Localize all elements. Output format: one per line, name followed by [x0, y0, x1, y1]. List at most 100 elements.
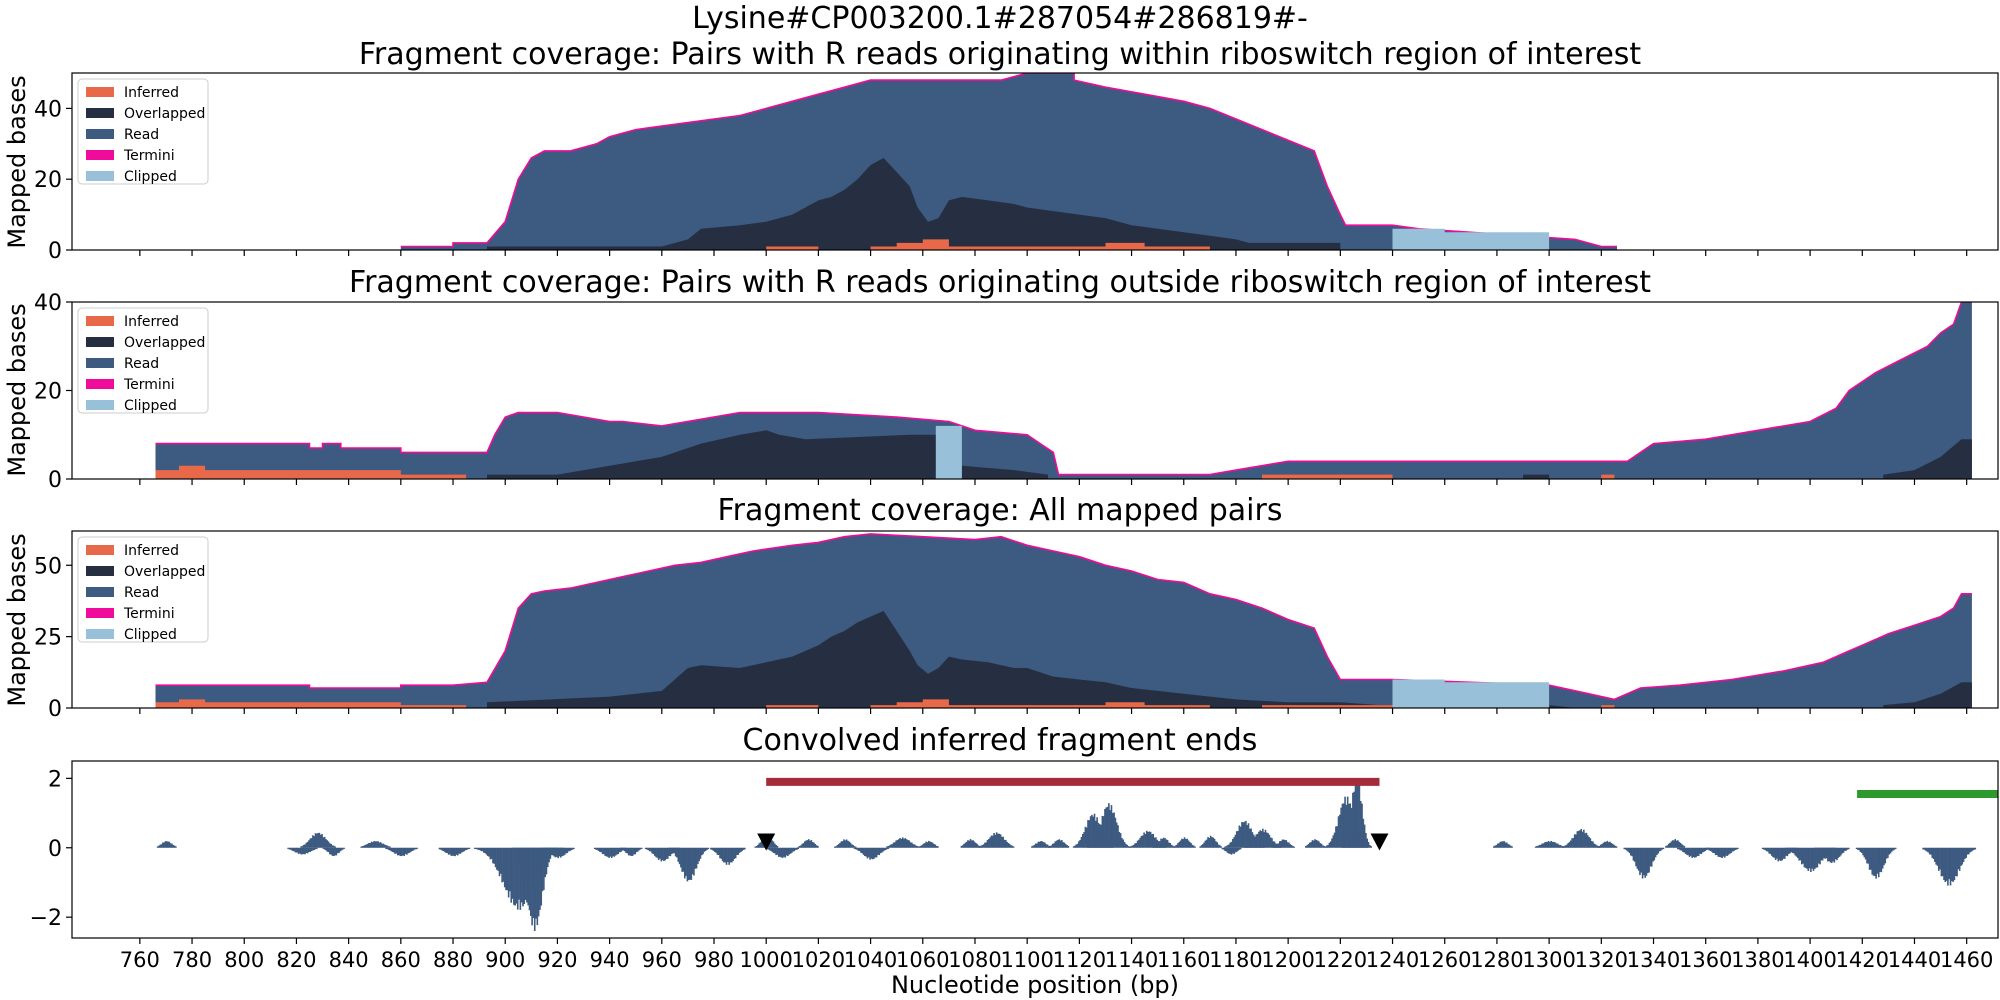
conv-bar [618, 847, 621, 853]
conv-bar [1570, 840, 1572, 848]
conv-bar [613, 847, 616, 857]
conv-bar [622, 847, 625, 851]
conv-bar [1091, 844, 1093, 848]
conv-bar [1277, 843, 1280, 848]
conv-bar [1700, 847, 1703, 855]
conv-bar [848, 841, 850, 848]
conv-bar [1777, 847, 1780, 862]
panel-1: 0 20 40 Inferred Overlapped Read Termini Clippe… [34, 72, 1999, 264]
conv-bar [1216, 842, 1218, 848]
conv-bar [620, 847, 622, 853]
conv-bar [657, 847, 660, 860]
conv-bar [1682, 845, 1684, 848]
conv-bar [1151, 834, 1153, 848]
conv-bar [986, 839, 989, 848]
conv-bar [1284, 840, 1286, 848]
conv-bar [1145, 830, 1148, 848]
conv-bar [1623, 847, 1626, 850]
conv-bar [1083, 832, 1085, 848]
conv-bar [1806, 847, 1808, 869]
conv-bar [1342, 844, 1345, 848]
conv-bar [706, 847, 708, 850]
conv-bar [1761, 847, 1764, 850]
conv-bar [1594, 844, 1597, 848]
conv-bar [699, 847, 702, 859]
conv-bar [383, 844, 386, 848]
conv-bar [552, 847, 554, 856]
conv-bar [1288, 842, 1290, 848]
conv-bar [400, 847, 403, 857]
conv-bar [670, 847, 673, 854]
conv-bar [1860, 847, 1863, 853]
conv-bar [1054, 841, 1057, 848]
conv-bar [1937, 847, 1940, 871]
conv-bar [810, 840, 813, 848]
conv-bar [857, 847, 860, 851]
conv-bar [1660, 847, 1662, 851]
conv-bar [635, 847, 638, 853]
conv-bar [1091, 814, 1093, 848]
conv-bar [1173, 846, 1175, 848]
conv-bar [386, 845, 389, 848]
conv-bar [306, 847, 309, 854]
conv-bar [1628, 847, 1631, 854]
conv-bar [556, 847, 558, 857]
conv-bar [774, 847, 776, 854]
conv-bar [817, 845, 819, 848]
conv-bar [1956, 847, 1958, 877]
conv-bar [1870, 847, 1872, 870]
conv-bar [1716, 847, 1718, 855]
conv-bar [836, 844, 839, 848]
conv-bar [869, 847, 871, 860]
conv-bar [984, 842, 986, 848]
conv-bar [1795, 847, 1798, 857]
conv-bar [1225, 847, 1228, 852]
conv-bar [1842, 847, 1845, 853]
conv-bar [593, 847, 596, 849]
conv-bar [1650, 847, 1653, 867]
conv-bar [695, 847, 698, 869]
conv-bar [1877, 847, 1880, 878]
panel-1-ylabel: Mapped bases [3, 75, 31, 248]
conv-bar [308, 840, 310, 848]
conv-bar [849, 842, 852, 848]
conv-bar [930, 841, 933, 848]
conv-bar [378, 842, 381, 848]
conv-bar [887, 847, 890, 849]
conv-bar [789, 847, 792, 854]
conv-bar [1585, 832, 1588, 848]
conv-bar [1816, 847, 1819, 851]
legend-swatch-read [86, 129, 114, 139]
conv-bar [1340, 807, 1342, 848]
conv-bar [741, 847, 743, 851]
conv-bar [1353, 791, 1355, 848]
conv-bar [167, 841, 169, 848]
conv-bar [518, 847, 520, 900]
conv-bar [1731, 847, 1734, 852]
conv-bar [901, 837, 904, 848]
conv-bar [1566, 844, 1568, 848]
x-tick-label: 1060 [896, 948, 949, 972]
conv-bar [522, 847, 524, 907]
conv-bar [1893, 847, 1896, 850]
conv-bar [1127, 846, 1130, 848]
conv-bar [1829, 847, 1832, 863]
conv-bar [809, 840, 811, 848]
conv-bar [1131, 845, 1134, 848]
conv-bar [1656, 847, 1658, 855]
conv-bar [1549, 842, 1551, 848]
conv-bar [854, 847, 857, 850]
conv-bar [415, 847, 417, 850]
conv-bar [623, 847, 626, 852]
conv-bar [1536, 846, 1538, 848]
x-tick-label: 1020 [792, 948, 845, 972]
conv-bar [1780, 847, 1782, 861]
conv-bar [374, 841, 377, 848]
legend-label-read: Read [124, 585, 159, 601]
conv-bar [1165, 839, 1168, 848]
conv-bar [1560, 845, 1563, 848]
conv-bar [1235, 847, 1238, 852]
conv-bar [1335, 826, 1337, 848]
conv-bar [385, 845, 387, 848]
conv-bar [1789, 847, 1791, 852]
